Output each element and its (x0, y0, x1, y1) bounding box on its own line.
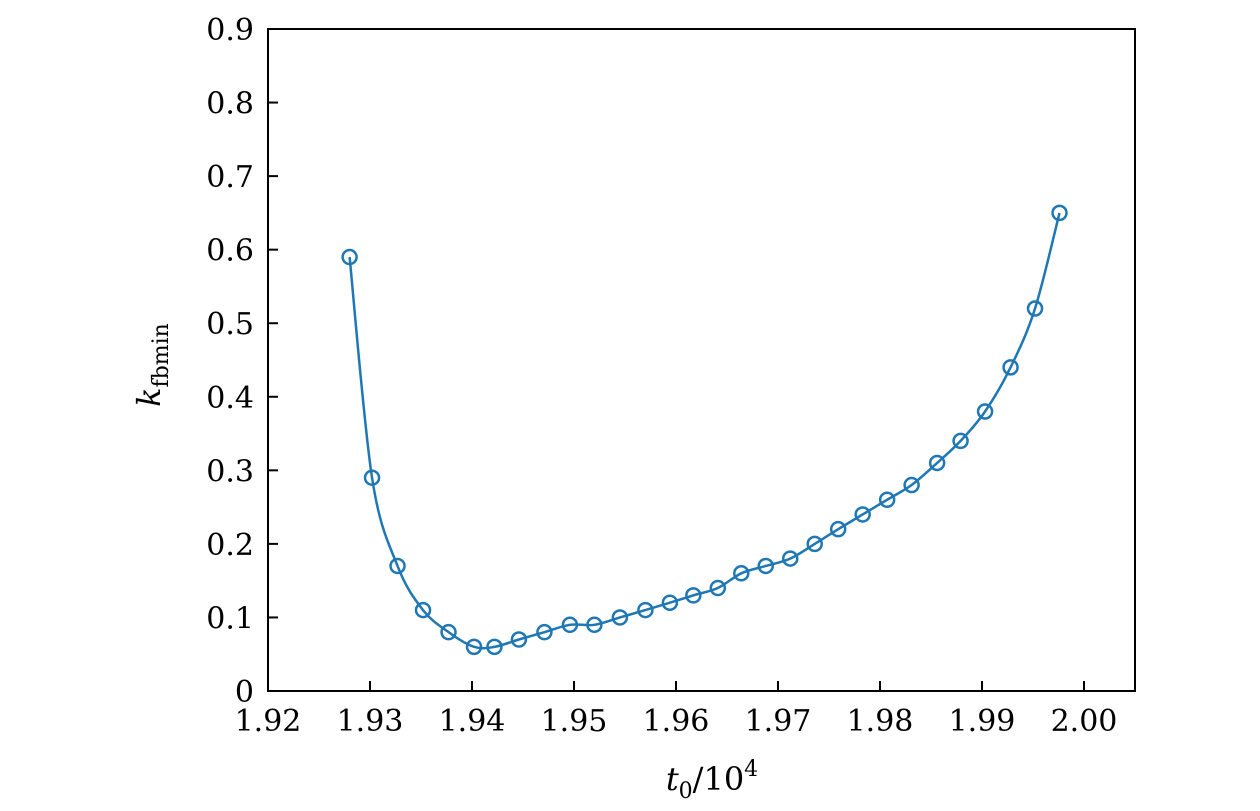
data-point-4 (440, 623, 457, 641)
data-point-16 (733, 565, 750, 582)
x-tick-label: 1.99 (949, 704, 1016, 739)
data-point-3 (414, 601, 432, 619)
data-point-15 (709, 579, 727, 597)
data-point-23 (903, 476, 920, 494)
data-point-7 (510, 631, 528, 648)
x-tick-label: 1.93 (337, 704, 404, 739)
x-tick-label: 1.94 (439, 704, 506, 739)
y-tick-label: 0 (235, 675, 254, 710)
x-tick-label: 2.00 (1051, 704, 1118, 739)
data-point-27 (1002, 359, 1019, 376)
data-point-29 (1051, 204, 1068, 222)
y-tick-label: 0.7 (206, 160, 254, 195)
data-point-14 (685, 587, 702, 604)
data-point-25 (952, 432, 969, 450)
y-axis-label: kfbmin (130, 323, 174, 407)
data-point-12 (637, 601, 654, 619)
y-tick-label: 0.4 (206, 381, 254, 416)
data-point-26 (976, 403, 994, 420)
data-point-20 (829, 520, 847, 538)
x-tick-label: 1.95 (541, 704, 608, 739)
data-series (341, 204, 1068, 656)
tick-labels: 1.92 1.93 1.94 1.95 1.96 1.97 1.98 1.99 2.00 0 0.1… (206, 13, 1117, 739)
series-line (348, 212, 1061, 650)
y-tick-label: 0.9 (206, 13, 254, 48)
y-tick-label: 0.5 (206, 307, 254, 342)
x-axis-label: t0/104 (666, 757, 758, 804)
data-point-24 (928, 454, 946, 472)
data-point-22 (878, 491, 896, 509)
data-point-0 (341, 248, 358, 266)
y-tick-label: 0.8 (206, 87, 254, 122)
data-point-18 (781, 550, 799, 567)
data-point-19 (806, 535, 823, 553)
x-tick-label: 1.92 (235, 704, 302, 739)
axis-ticks (267, 28, 1085, 692)
y-tick-label: 0.2 (206, 528, 254, 563)
data-point-13 (661, 594, 679, 611)
data-point-2 (389, 557, 406, 575)
plot-frame (267, 28, 1136, 692)
data-point-10 (586, 616, 603, 634)
data-point-11 (611, 609, 629, 626)
data-point-28 (1026, 300, 1044, 317)
data-point-9 (561, 616, 579, 634)
data-point-8 (536, 623, 553, 641)
y-tick-label: 0.3 (206, 454, 254, 489)
data-point-6 (486, 638, 503, 656)
y-tick-label: 0.1 (206, 601, 254, 636)
data-point-5 (465, 638, 483, 656)
x-tick-label: 1.97 (745, 704, 812, 739)
y-tick-label: 0.6 (206, 234, 254, 269)
x-tick-label: 1.98 (847, 704, 914, 739)
data-point-17 (757, 557, 775, 575)
x-tick-label: 1.96 (643, 704, 710, 739)
data-point-21 (854, 506, 871, 523)
data-point-1 (363, 469, 381, 486)
